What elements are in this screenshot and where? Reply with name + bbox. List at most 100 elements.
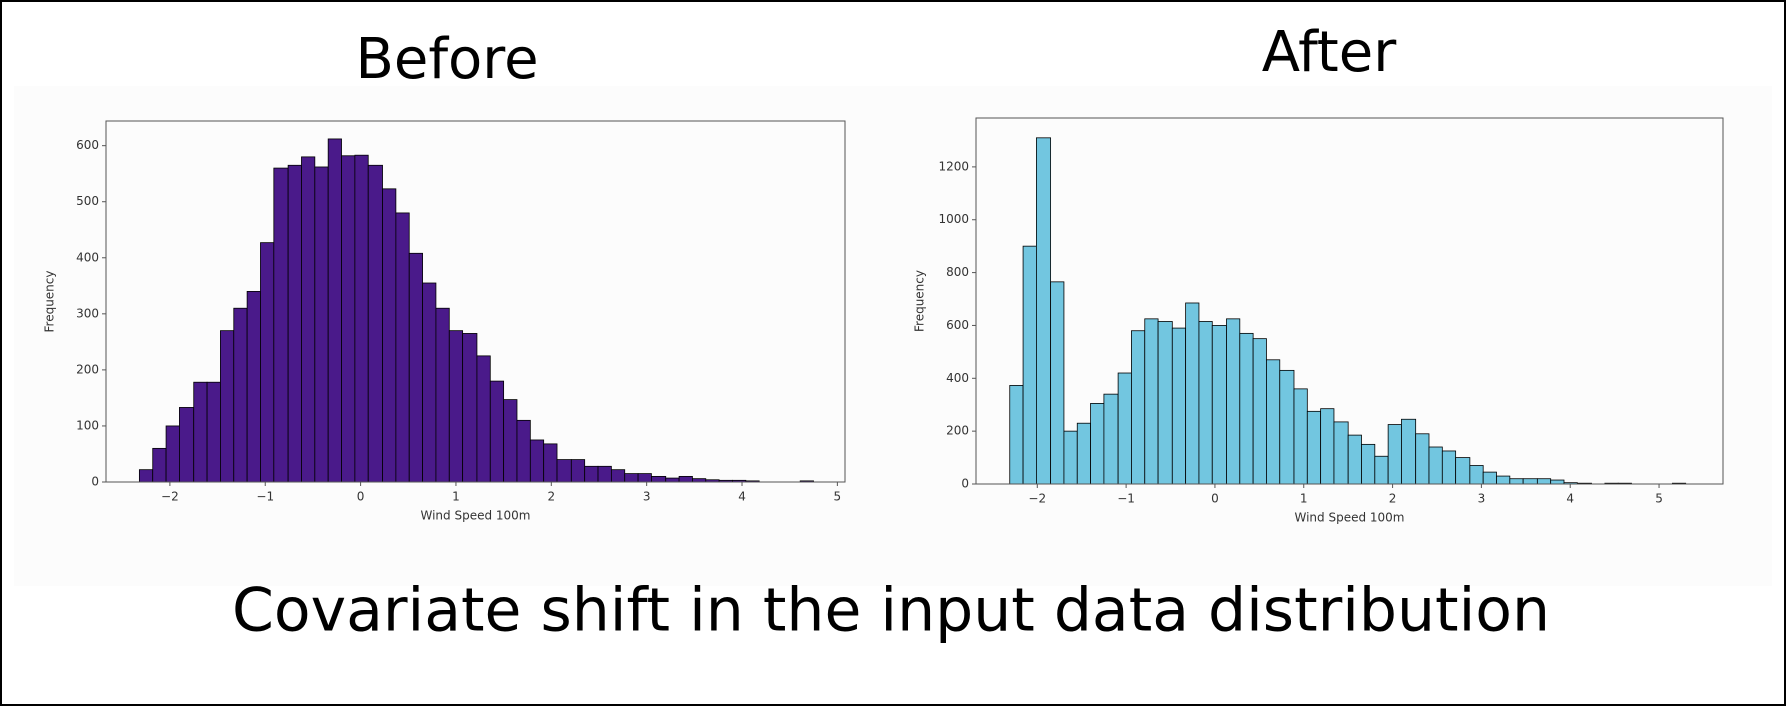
bar xyxy=(476,355,491,483)
bar xyxy=(1022,245,1037,485)
bar xyxy=(382,188,397,483)
bar xyxy=(1131,330,1146,485)
chart-title: After xyxy=(1262,20,1397,85)
x-tick-label: 2 xyxy=(547,490,555,504)
y-tick-label: 200 xyxy=(946,424,969,438)
x-tick-label: 5 xyxy=(1655,492,1663,506)
bar xyxy=(1482,471,1497,485)
bar xyxy=(422,282,437,483)
y-tick-label: 400 xyxy=(76,250,99,264)
bar xyxy=(597,465,612,483)
bar xyxy=(1171,327,1187,485)
bar xyxy=(354,154,369,483)
x-tick-label: 1 xyxy=(1300,492,1308,506)
x-tick-label: −2 xyxy=(161,490,179,504)
bar xyxy=(233,307,248,483)
bar xyxy=(395,212,410,483)
x-tick-label: 2 xyxy=(1389,492,1397,506)
bar xyxy=(327,138,342,483)
bar xyxy=(610,469,626,483)
bar xyxy=(1374,455,1389,485)
bar xyxy=(651,475,667,483)
bar xyxy=(314,166,329,483)
x-tick-label: 4 xyxy=(1566,492,1574,506)
bar xyxy=(301,156,316,483)
bar xyxy=(193,381,208,483)
bar xyxy=(1361,443,1376,485)
bar xyxy=(1009,385,1024,485)
bar xyxy=(665,477,680,483)
bar xyxy=(1211,325,1227,485)
y-tick-label: 100 xyxy=(76,418,99,432)
bar xyxy=(1455,457,1471,485)
bar xyxy=(1050,281,1065,485)
caption: Covariate shift in the input data distri… xyxy=(232,576,1550,646)
y-tick-label: 0 xyxy=(91,475,99,489)
bar xyxy=(1496,475,1511,485)
bar xyxy=(341,155,356,483)
y-tick-label: 500 xyxy=(76,194,99,208)
y-tick-label: 600 xyxy=(76,138,99,152)
bar xyxy=(503,399,518,483)
bar xyxy=(206,381,221,483)
bar xyxy=(556,459,572,483)
y-axis-label: Frequency xyxy=(913,270,927,332)
bar xyxy=(1415,433,1430,485)
bar xyxy=(1239,332,1254,485)
bar xyxy=(678,475,693,483)
bar xyxy=(1469,465,1484,485)
bar xyxy=(1035,137,1052,485)
y-tick-label: 300 xyxy=(76,306,99,320)
bar xyxy=(367,164,383,483)
x-tick-label: 4 xyxy=(738,490,746,504)
bar xyxy=(1441,450,1457,485)
bar xyxy=(1387,424,1402,485)
x-tick-label: 0 xyxy=(1211,492,1219,506)
bar xyxy=(624,473,639,483)
x-tick-label: −1 xyxy=(256,490,274,504)
bar xyxy=(220,330,235,483)
bar xyxy=(1185,302,1200,485)
y-tick-label: 600 xyxy=(946,318,969,332)
bar xyxy=(1401,418,1417,485)
bar xyxy=(1320,408,1335,485)
bar xyxy=(1157,321,1173,485)
bar xyxy=(543,443,558,483)
x-tick-label: 3 xyxy=(643,490,651,504)
bar xyxy=(1090,403,1105,485)
bar xyxy=(584,465,599,483)
bar xyxy=(1306,410,1322,485)
bar xyxy=(152,447,167,483)
bar xyxy=(1509,478,1524,485)
bar xyxy=(570,459,586,483)
bar xyxy=(1144,318,1159,485)
bar xyxy=(637,473,652,483)
y-tick-label: 0 xyxy=(961,477,969,491)
bar xyxy=(287,164,302,483)
bar xyxy=(1117,372,1132,485)
bar xyxy=(1333,421,1349,485)
x-tick-label: 0 xyxy=(357,490,365,504)
y-tick-label: 1200 xyxy=(938,159,969,173)
bar xyxy=(138,469,154,483)
y-tick-label: 400 xyxy=(946,371,969,385)
bar xyxy=(1252,338,1267,485)
chart-title: Before xyxy=(355,27,538,92)
bar xyxy=(1198,321,1213,485)
y-tick-label: 1000 xyxy=(938,212,969,226)
bar xyxy=(1266,359,1281,485)
y-axis-label: Frequency xyxy=(43,271,57,333)
y-tick-label: 200 xyxy=(76,362,99,376)
x-tick-label: 1 xyxy=(452,490,460,504)
bar xyxy=(516,419,531,483)
bar xyxy=(1428,446,1443,485)
bar xyxy=(1103,393,1119,485)
x-tick-label: −1 xyxy=(1117,492,1135,506)
plot-frame xyxy=(975,117,1724,485)
bar xyxy=(448,330,464,483)
bar xyxy=(1226,318,1241,485)
bar xyxy=(692,478,707,483)
bar xyxy=(1347,434,1362,485)
bar xyxy=(462,333,478,483)
